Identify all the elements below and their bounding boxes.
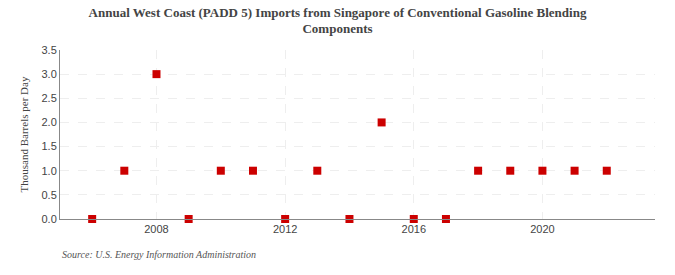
svg-text:2.5: 2.5 [42,92,57,104]
svg-text:2008: 2008 [144,223,168,235]
svg-text:0.5: 0.5 [42,189,57,201]
svg-text:2020: 2020 [530,223,554,235]
svg-text:Thousand Barrels per Day: Thousand Barrels per Day [18,76,30,192]
svg-text:2.0: 2.0 [42,116,57,128]
svg-text:3.0: 3.0 [42,68,57,80]
svg-text:1.5: 1.5 [42,140,57,152]
svg-text:3.5: 3.5 [42,44,57,56]
svg-text:2012: 2012 [273,223,297,235]
svg-text:1.0: 1.0 [42,165,57,177]
svg-text:Annual West Coast (PADD 5) Imp: Annual West Coast (PADD 5) Imports from … [89,5,587,37]
svg-text:Source: U.S. Energy Informatio: Source: U.S. Energy Information Administ… [62,249,256,260]
svg-text:0.0: 0.0 [42,213,57,225]
svg-text:2016: 2016 [402,223,426,235]
